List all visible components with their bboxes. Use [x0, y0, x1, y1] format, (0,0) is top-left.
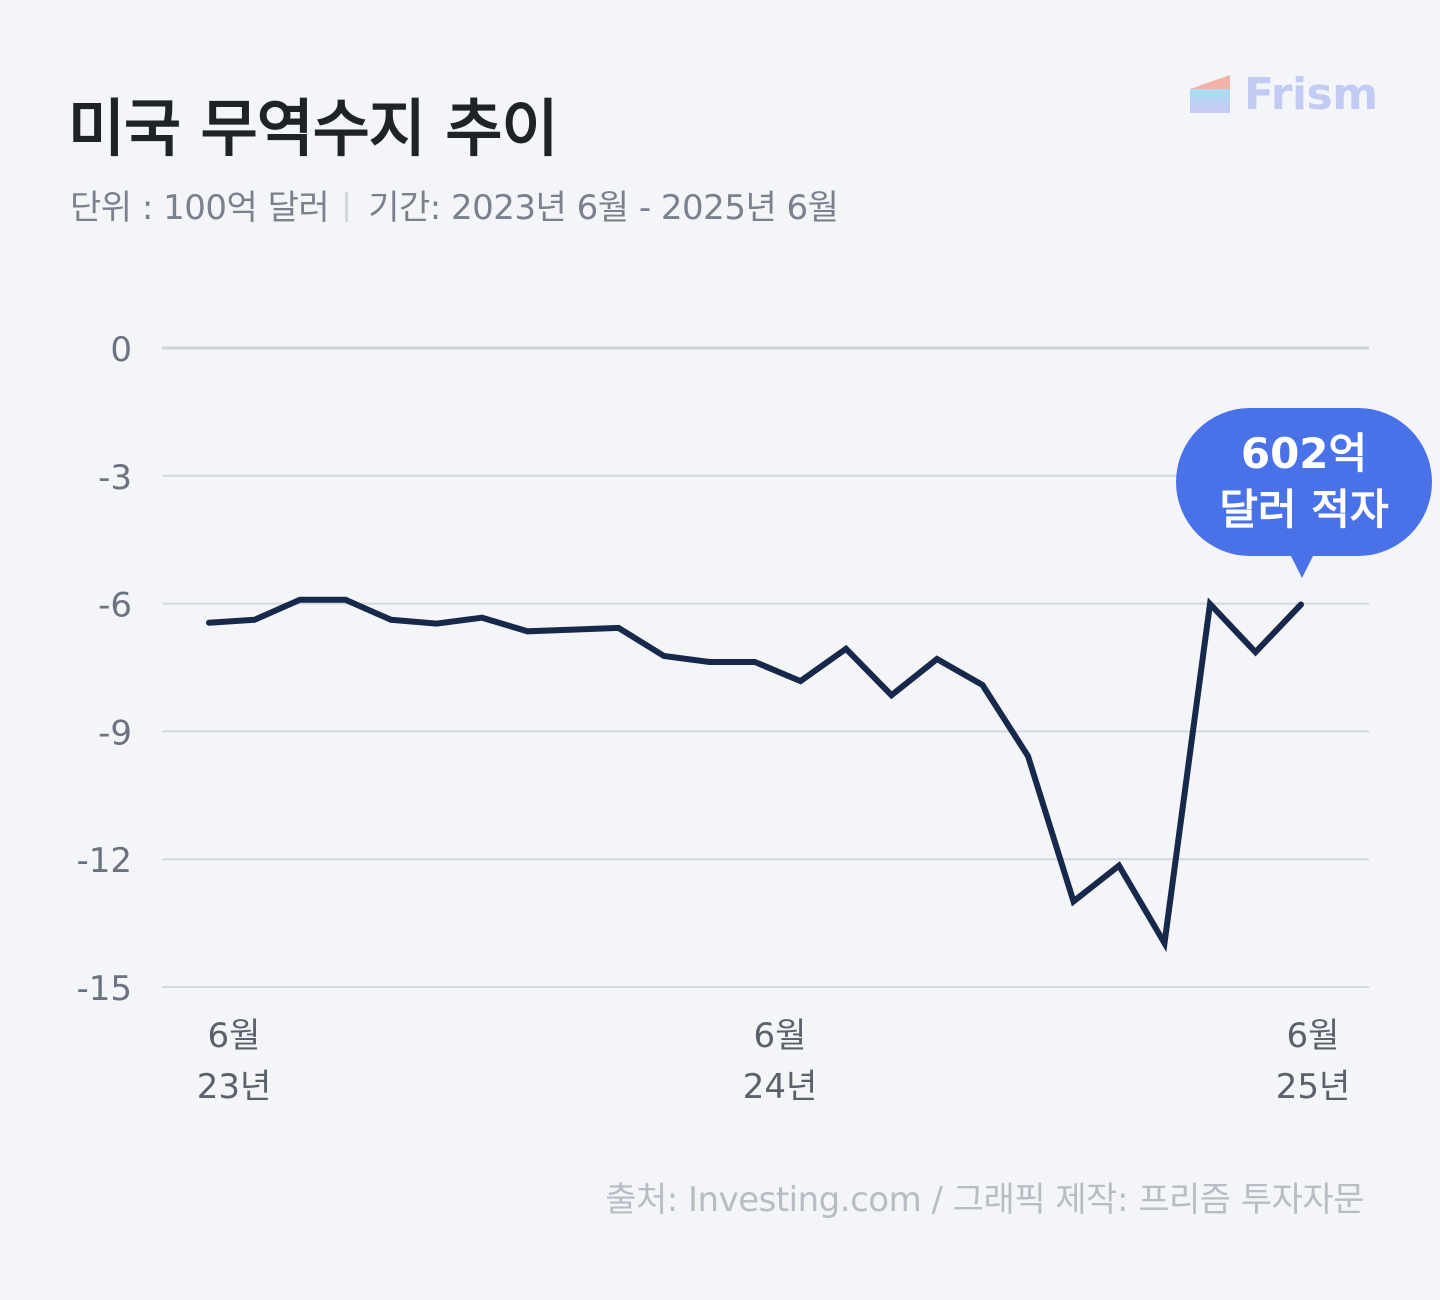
- prism-icon: [1190, 75, 1230, 113]
- subtitle-divider: [345, 191, 349, 222]
- x-tick-year: 24년: [743, 1067, 818, 1107]
- annotation-label: 달러 적자: [1219, 485, 1389, 534]
- y-tick-label: 0: [110, 330, 132, 370]
- chart-subtitle: 단위 : 100억 달러 기간: 2023년 6월 - 2025년 6월: [70, 180, 839, 229]
- annotation-bubble: 602억 달러 적자: [1176, 408, 1432, 578]
- y-tick-label: -12: [76, 841, 132, 881]
- x-tick-year: 23년: [197, 1067, 272, 1107]
- x-tick-month: 6월: [208, 1016, 261, 1056]
- annotation-value: 602억: [1240, 429, 1368, 478]
- y-tick-label: -6: [98, 586, 132, 626]
- chart-title: 미국 무역수지 추이: [68, 92, 558, 165]
- x-tick-year: 25년: [1276, 1067, 1351, 1107]
- y-tick-label: -15: [76, 969, 132, 1009]
- x-tick-month: 6월: [754, 1016, 807, 1056]
- y-tick-label: -3: [98, 458, 132, 498]
- unit-label: 단위 : 100억 달러: [70, 188, 330, 228]
- logo-text: Frism: [1244, 68, 1378, 120]
- source-note: 출처: Investing.com / 그래픽 제작: 프리즘 투자자문: [605, 1180, 1364, 1220]
- series-line: [206, 596, 1304, 953]
- x-tick-month: 6월: [1287, 1016, 1340, 1056]
- period-label: 기간: 2023년 6월 - 2025년 6월: [368, 188, 839, 228]
- y-tick-label: -9: [98, 713, 132, 753]
- frism-logo: Frism: [1190, 68, 1378, 120]
